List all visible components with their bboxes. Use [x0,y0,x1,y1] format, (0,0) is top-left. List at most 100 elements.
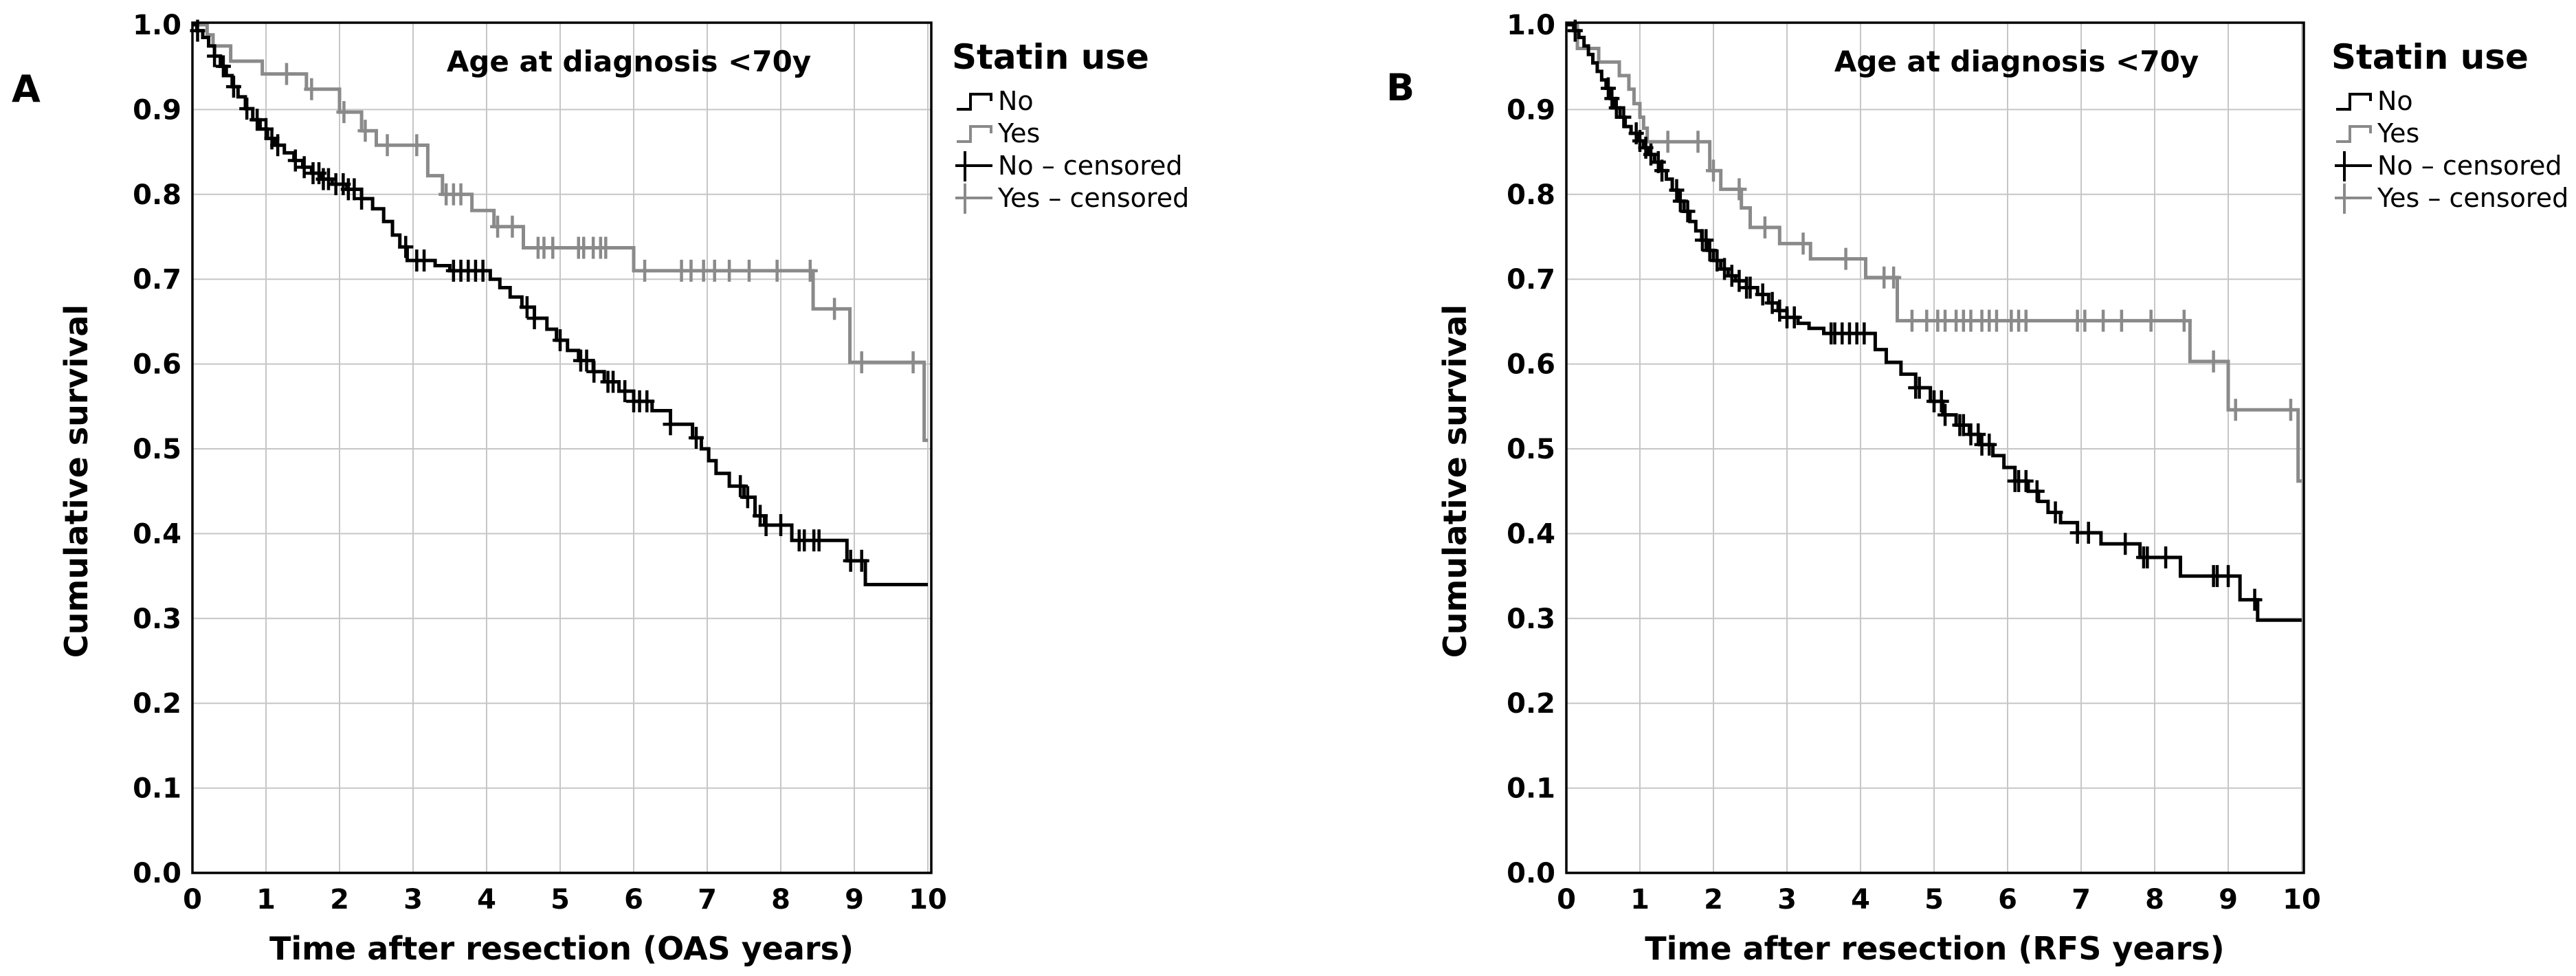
censor-mark-yes [1886,266,1902,289]
legend-item-yes: Yes [997,118,1040,148]
censor-mark-yes [1904,309,1920,332]
censor-mark-yes [1706,159,1721,182]
x-tick-label: 8 [2145,884,2164,916]
x-tick-label: 2 [330,884,349,916]
censor-mark-no [1724,265,1740,287]
plot-title: Age at diagnosis <70y [1834,45,2199,78]
censor-mark-no [553,329,568,352]
censor-mark-no [354,187,370,210]
censor-mark-no [215,55,231,78]
y-tick-label: 0.7 [133,264,181,296]
censor-mark-no [2080,522,2096,544]
censor-mark-yes [707,259,722,282]
plus-censored-no-icon [2335,151,2372,181]
censor-mark-no [854,549,869,572]
censor-mark-no [1742,276,1758,299]
censor-mark-yes [453,183,469,206]
y-tick-label: 0.2 [133,688,181,720]
censor-mark-no [270,134,286,157]
x-tick-label: 3 [1777,884,1797,916]
censor-mark-no [1937,403,1953,426]
censor-mark-no [1933,390,1949,412]
legend-item-no: No [998,86,1034,116]
x-tick-label: 3 [403,884,423,916]
censor-mark-yes [379,134,395,157]
censor-mark-yes [1988,309,2004,332]
step-line-yes-icon [2336,125,2372,143]
y-tick-label: 0.9 [133,94,181,126]
censor-mark-no [1672,190,1688,212]
censor-mark-no [417,249,432,272]
x-tick-label: 6 [624,884,643,916]
y-axis-title: Cumulative survival [1436,304,1474,658]
censor-mark-no [1955,414,1971,436]
x-tick-label: 2 [1704,884,1723,916]
plot-area-a: 0 1 2 3 4 5 6 7 8 9 10 0.0 0.1 0.2 0.3 0.4 0.5 0.6 0.7 0.8 0… [133,10,947,916]
censor-mark-yes [1690,131,1706,153]
censor-mark-no [758,514,774,537]
censor-mark-no [579,349,595,372]
km-chart-svg-b: 0 1 2 3 4 5 6 7 8 9 10 0.0 0.1 0.2 0.3 0.4 0.5 0.6 0.7 0.8 0… [1386,10,2568,967]
censor-mark-no [586,360,602,383]
x-tick-label: 8 [771,884,790,916]
censor-mark-no [2047,501,2063,524]
x-tick-label: 0 [183,884,202,916]
y-tick-label: 0.5 [133,434,181,465]
censor-mark-yes [1660,131,1676,153]
censor-mark-no [663,413,678,436]
x-axis-title: Time after resection (RFS years) [1645,930,2224,967]
legend-item-no-censored: No – censored [2377,151,2562,181]
legend-title: Statin use [952,37,1149,77]
censor-mark-yes [2113,309,2129,332]
censor-mark-yes [769,259,785,282]
censor-mark-no [1608,96,1624,119]
x-tick-label: 0 [1557,884,1576,916]
x-tick-label: 4 [1851,884,1870,916]
censor-mark-yes [1838,247,1854,270]
censor-mark-yes [905,351,921,374]
censor-mark-yes [2077,309,2093,332]
censor-mark-yes [490,215,506,238]
censor-mark-no [346,178,362,201]
censor-mark-no [811,529,827,552]
x-tick-label: 7 [698,884,717,916]
censor-mark-yes [637,259,653,282]
censor-mark-yes [2206,350,2221,373]
censor-mark-no [2029,480,2045,502]
censor-mark-no [519,296,535,318]
plot-frame [1565,21,2305,874]
censor-mark-no [249,109,265,131]
y-axis-title: Cumulative survival [58,304,95,658]
y-tick-label: 0.6 [133,349,181,381]
x-tick-label: 7 [2072,884,2091,916]
x-tick-label: 10 [2283,884,2321,916]
legend-a: Statin use No Yes No – censored Yes – ce… [952,37,1189,214]
x-tick-label: 9 [2219,884,2238,916]
step-line-yes-icon [957,125,992,143]
censor-mark-no [1702,239,1718,262]
censor-mark-no [526,307,542,329]
censor-mark-no [1616,106,1632,129]
censor-mark-no [475,259,491,282]
censor-mark-no [239,98,255,120]
censor-mark-no [1911,377,1927,399]
panel-letter: A [12,67,41,111]
panel-letter: B [1386,66,1414,109]
censor-mark-yes [545,236,561,259]
censor-mark-yes [2283,399,2298,421]
censor-mark-yes [722,259,737,282]
censor-mark-no [2140,546,2155,568]
legend-item-yes-censored: Yes – censored [2377,183,2568,213]
panel-b: 0 1 2 3 4 5 6 7 8 9 10 0.0 0.1 0.2 0.3 0.4 0.5 0.6 0.7 0.8 0… [1288,0,2576,976]
censor-mark-no [639,390,655,412]
censor-mark-yes [1731,178,1747,201]
censor-mark-no [320,168,336,190]
step-line-no-icon [2336,93,2372,111]
censor-mark-no [1856,322,1872,345]
y-tick-label: 0.6 [1507,349,1555,381]
x-tick-label: 10 [909,884,947,916]
censor-mark-yes [304,78,320,100]
censor-mark-no [1970,423,1986,446]
y-tick-label: 0.7 [1507,264,1555,296]
